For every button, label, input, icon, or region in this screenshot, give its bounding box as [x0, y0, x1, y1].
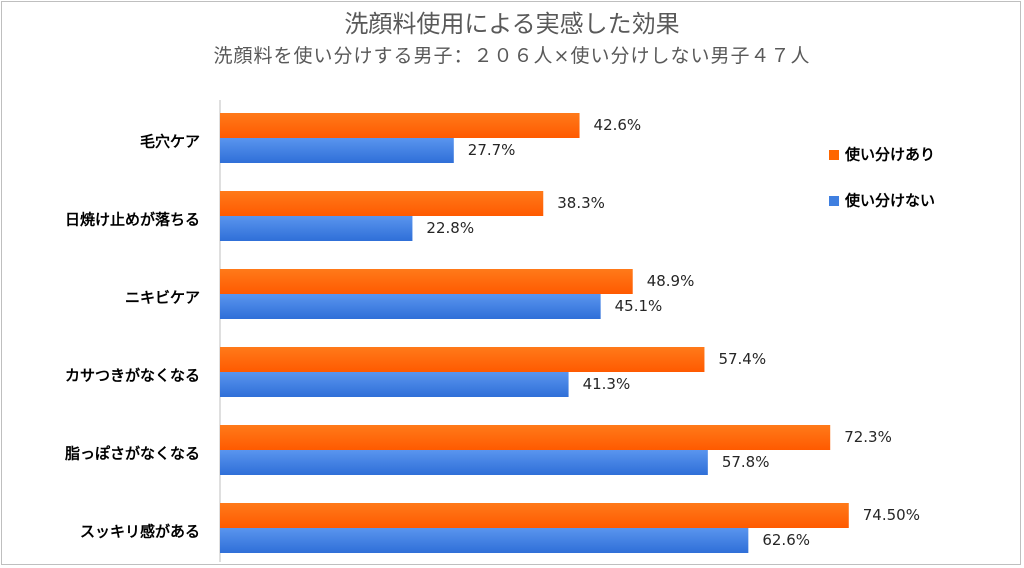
- data-label: 22.8%: [426, 219, 474, 237]
- data-label: 41.3%: [583, 375, 631, 393]
- bar-without-separate: [220, 216, 413, 241]
- data-label: 45.1%: [615, 297, 663, 315]
- data-label: 72.3%: [844, 428, 892, 446]
- data-label: 62.6%: [762, 531, 810, 549]
- bar-without-separate: [220, 294, 601, 319]
- bar-with-separate: [220, 269, 633, 294]
- bar-with-separate: [220, 347, 705, 372]
- bar-without-separate: [220, 372, 569, 397]
- category-label: ニキビケア: [125, 289, 200, 307]
- bar-with-separate: [220, 191, 544, 216]
- legend-swatch: [829, 150, 839, 160]
- category-label: スッキリ感がある: [80, 523, 200, 541]
- data-label: 42.6%: [594, 116, 642, 134]
- data-label: 57.8%: [722, 453, 770, 471]
- bar-without-separate: [220, 450, 708, 475]
- bar-with-separate: [220, 113, 580, 138]
- legend-label: 使い分けあり: [844, 146, 935, 164]
- data-label: 27.7%: [468, 141, 516, 159]
- data-label: 48.9%: [647, 272, 695, 290]
- category-label: カサつきがなくなる: [65, 367, 200, 385]
- data-label: 57.4%: [718, 350, 766, 368]
- bar-with-separate: [220, 503, 849, 528]
- chart-title: 洗顔料使用による実感した効果: [344, 10, 679, 38]
- legend-label: 使い分けない: [844, 192, 935, 210]
- category-label: 脂っぽさがなくなる: [65, 445, 200, 463]
- bar-without-separate: [220, 138, 454, 163]
- legend-swatch: [829, 196, 839, 206]
- bar-with-separate: [220, 425, 831, 450]
- data-label: 38.3%: [557, 194, 605, 212]
- chart-subtitle: 洗顔料を使い分けする男子：２０６人×使い分けしない男子４７人: [214, 45, 811, 67]
- bars-group: 毛穴ケア 42.6% 27.7% 日焼け止めが落ちる 38.3% 22.8% ニキビケア 48…: [65, 113, 920, 553]
- bar-without-separate: [220, 528, 749, 553]
- category-label: 日焼け止めが落ちる: [65, 211, 200, 229]
- category-label: 毛穴ケア: [140, 133, 200, 151]
- data-label: 74.50%: [863, 506, 920, 524]
